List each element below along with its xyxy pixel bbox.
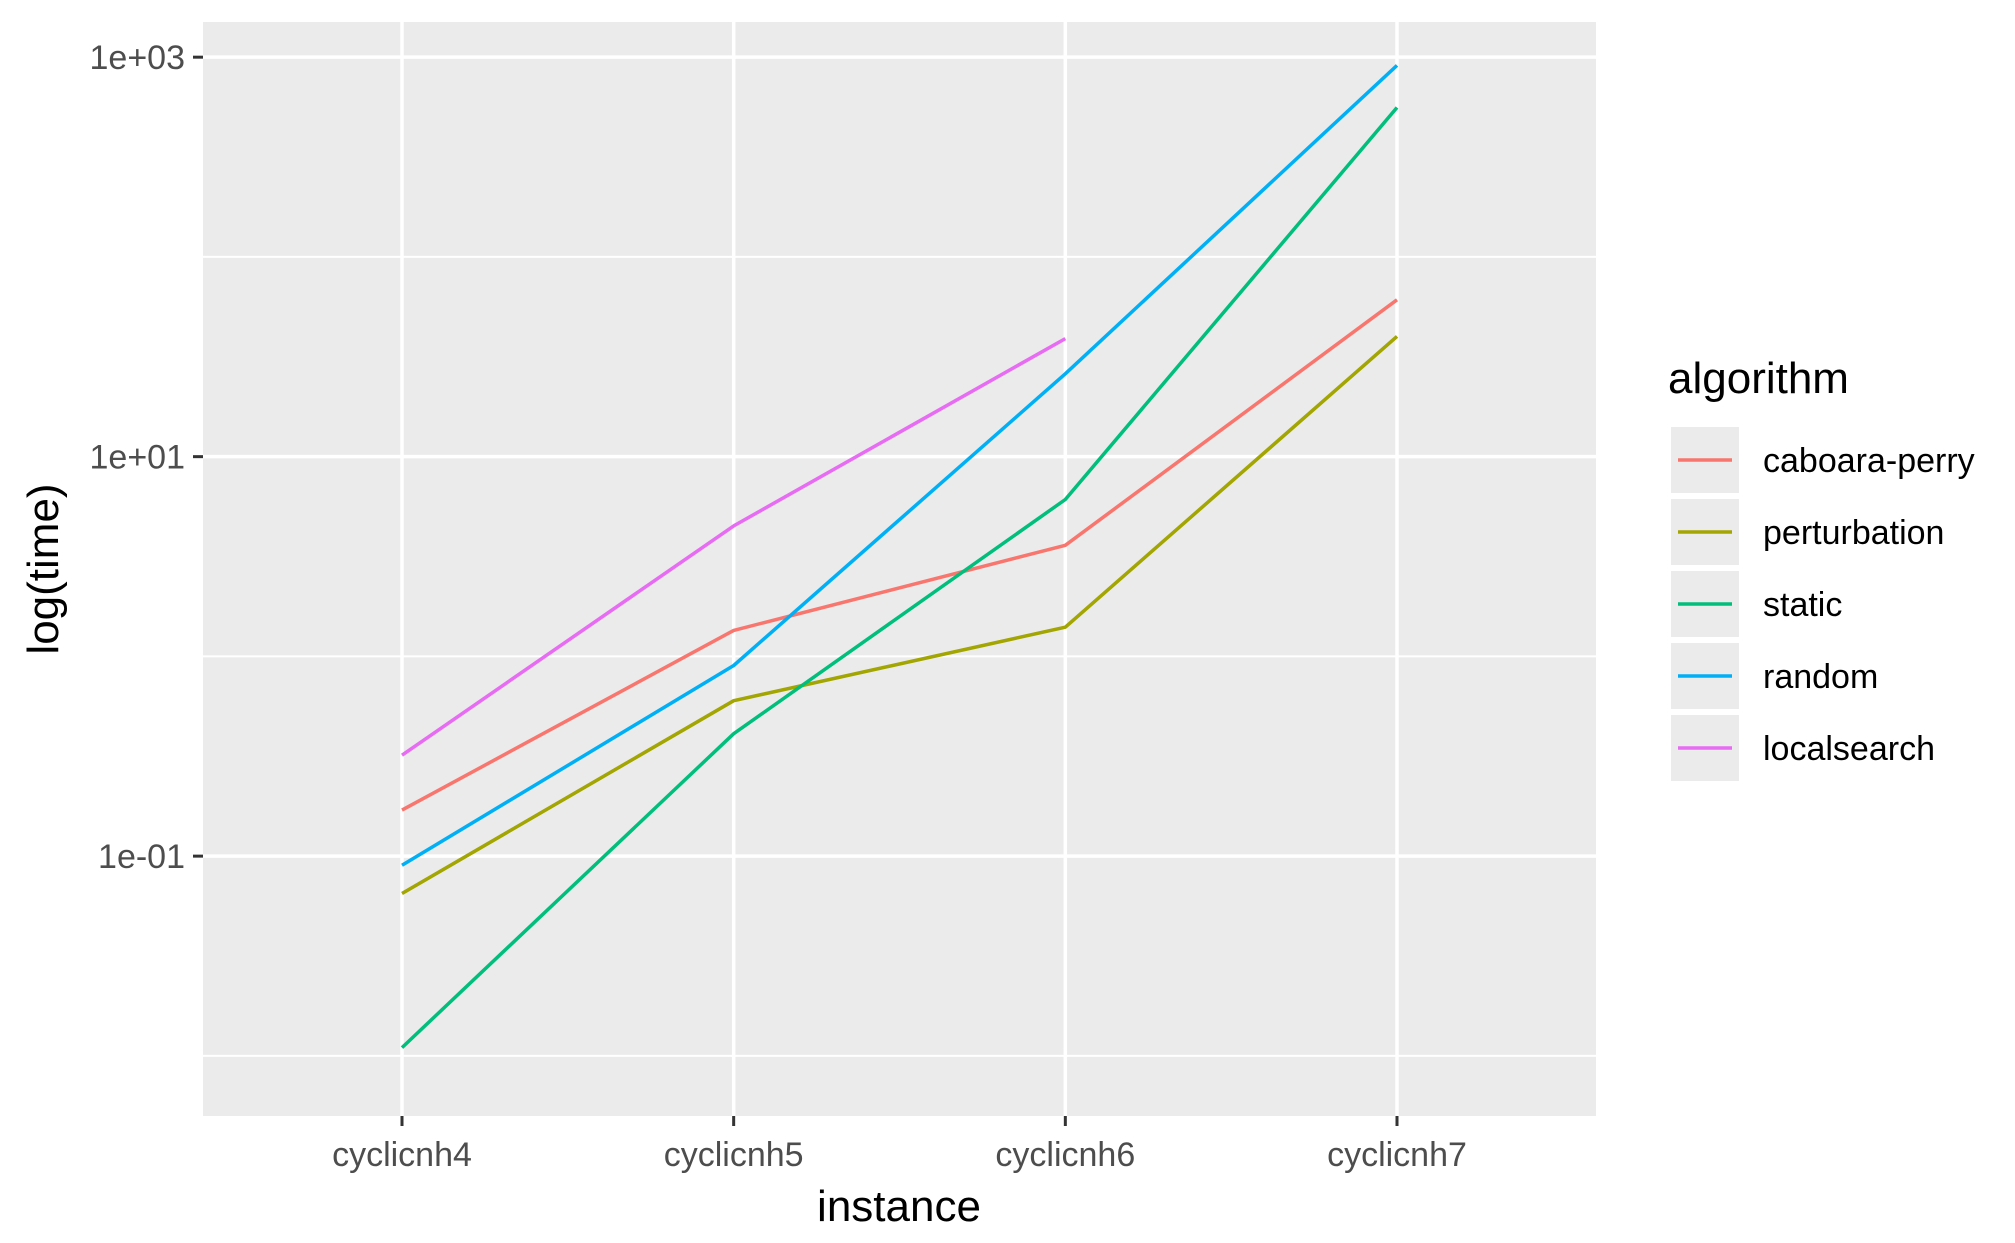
major-gridlines (203, 22, 1596, 1116)
legend-title: algorithm (1668, 354, 1849, 403)
legend: algorithm caboara-perry perturbation stati… (1668, 354, 1975, 781)
legend-label: perturbation (1763, 514, 1944, 552)
series-line-perturbation (401, 335, 1399, 896)
x-axis: cyclicnh4 cyclicnh5 cyclicnh6 cyclicnh7 (332, 1116, 1467, 1174)
x-axis-title: instance (817, 1182, 981, 1231)
y-tick-label: 1e-01 (98, 838, 185, 876)
legend-label: static (1763, 586, 1842, 624)
x-tick-label: cyclicnh6 (995, 1136, 1135, 1174)
x-tick-label: cyclicnh4 (332, 1136, 472, 1174)
series-lines (400, 64, 1399, 1049)
y-tick-label: 1e+03 (90, 39, 186, 77)
legend-label: caboara-perry (1763, 442, 1975, 480)
legend-label: localsearch (1763, 730, 1935, 768)
x-tick-label: cyclicnh5 (664, 1136, 804, 1174)
x-tick-label: cyclicnh7 (1327, 1136, 1467, 1174)
y-tick-label: 1e+01 (90, 439, 186, 477)
minor-gridlines (203, 255, 1596, 1057)
legend-label: random (1763, 658, 1878, 696)
series-line-caboara-perry (401, 298, 1399, 812)
series-line-random (401, 64, 1399, 867)
y-axis: 1e-01 1e+01 1e+03 (90, 39, 203, 876)
plot-panel (203, 22, 1596, 1116)
y-axis-title: log(time) (19, 483, 68, 654)
series-line-static (400, 106, 1399, 1049)
series-line-localsearch (401, 337, 1067, 757)
